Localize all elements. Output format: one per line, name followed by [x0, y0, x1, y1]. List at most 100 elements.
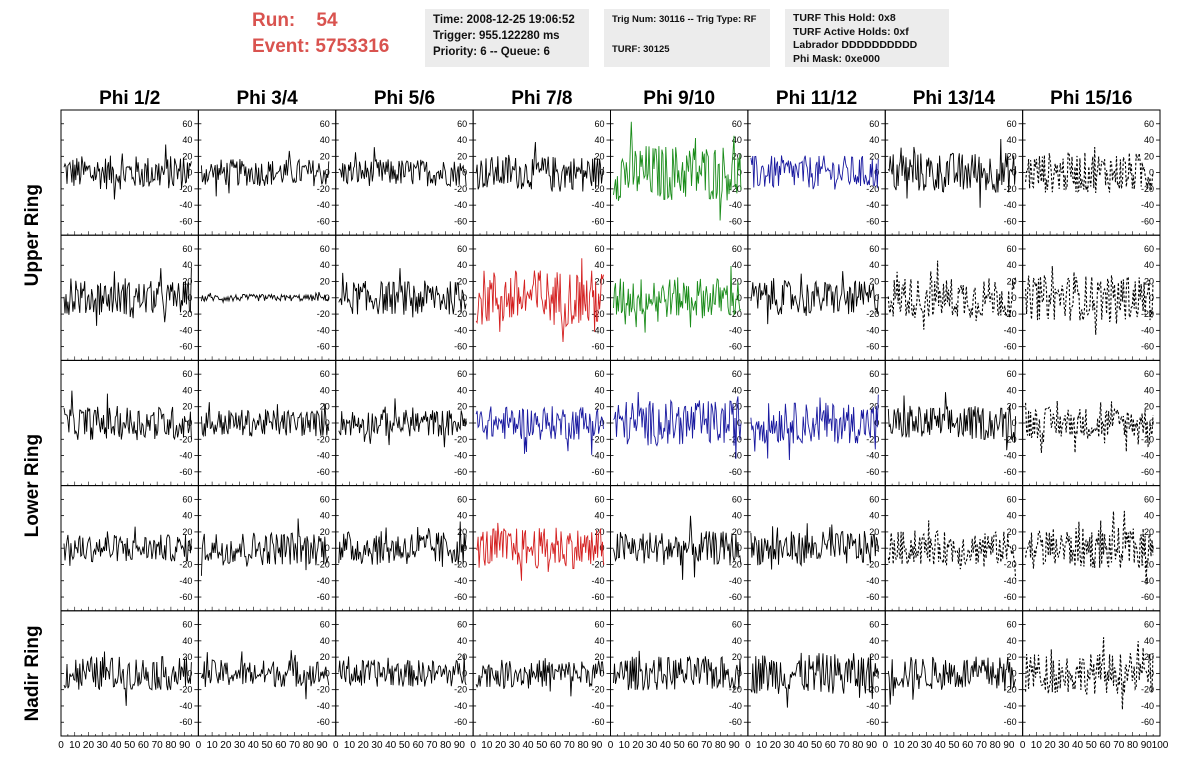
y-tick-label: 0 [1149, 168, 1154, 178]
y-tick-label: -20 [866, 184, 879, 194]
waveform-trace [887, 138, 1017, 208]
y-tick-label: -60 [1141, 717, 1154, 727]
y-tick-label: -60 [317, 467, 330, 477]
y-tick-label: 40 [1144, 385, 1154, 395]
y-tick-label: 20 [1007, 652, 1017, 662]
waveform-trace [750, 523, 879, 570]
x-tick-label: 70 [976, 740, 988, 751]
column-title: Phi 13/14 [913, 88, 996, 109]
event-value: 5753316 [315, 36, 390, 57]
x-tick-label: 50 [674, 740, 686, 751]
y-tick-label: 20 [457, 652, 467, 662]
waveform-trace [338, 654, 467, 687]
y-tick-label: -60 [866, 717, 879, 727]
column-title: Phi 3/4 [236, 88, 298, 109]
y-tick-label: 0 [325, 168, 330, 178]
y-tick-label: 0 [187, 293, 192, 303]
x-tick-label: 20 [632, 740, 644, 751]
y-tick-label: -20 [179, 685, 192, 695]
y-tick-label: 20 [1144, 277, 1154, 287]
y-tick-label: 20 [869, 527, 879, 537]
x-tick-label: 0 [470, 740, 476, 751]
y-tick-label: 20 [594, 402, 604, 412]
y-tick-label: 40 [457, 511, 467, 521]
x-tick-label: 70 [1113, 740, 1125, 751]
y-tick-label: -20 [1141, 434, 1154, 444]
x-tick-label: 0 [333, 740, 339, 751]
y-tick-label: 0 [1149, 543, 1154, 553]
y-tick-label: -40 [1141, 325, 1154, 335]
y-tick-label: 20 [1144, 527, 1154, 537]
y-tick-label: -40 [179, 451, 192, 461]
waveform-trace [338, 268, 467, 318]
labrador-line: Labrador DDDDDDDDDD [793, 39, 918, 51]
column-title: Phi 9/10 [643, 88, 715, 109]
y-tick-label: -20 [454, 559, 467, 569]
y-tick-label: 0 [1012, 668, 1017, 678]
run-value: 54 [316, 10, 338, 31]
x-tick-label: 100 [1152, 740, 1169, 751]
y-tick-label: 60 [457, 119, 467, 129]
x-tick-label: 50 [399, 740, 411, 751]
y-tick-label: 60 [732, 494, 742, 504]
y-tick-label: -20 [729, 685, 742, 695]
y-tick-label: -40 [317, 200, 330, 210]
y-tick-label: 40 [594, 385, 604, 395]
y-tick-label: -60 [591, 342, 604, 352]
y-tick-label: 20 [869, 652, 879, 662]
y-tick-label: -40 [454, 325, 467, 335]
x-tick-label: 50 [262, 740, 274, 751]
x-tick-label: 60 [138, 740, 150, 751]
y-tick-label: 60 [182, 494, 192, 504]
y-tick-label: 20 [732, 652, 742, 662]
y-tick-label: -60 [179, 717, 192, 727]
y-tick-label: 0 [737, 168, 742, 178]
y-tick-label: 0 [599, 293, 604, 303]
x-tick-label: 90 [1003, 740, 1015, 751]
y-tick-label: 0 [462, 293, 467, 303]
column-title: Phi 11/12 [776, 88, 857, 109]
y-tick-label: 40 [732, 260, 742, 270]
y-tick-label: -40 [729, 576, 742, 586]
x-tick-label: 0 [608, 740, 614, 751]
x-tick-label: 50 [536, 740, 548, 751]
x-tick-label: 20 [907, 740, 919, 751]
y-tick-label: -60 [179, 592, 192, 602]
y-tick-label: -20 [317, 559, 330, 569]
y-tick-label: 60 [320, 119, 330, 129]
y-tick-label: -20 [1141, 184, 1154, 194]
y-tick-label: 40 [732, 385, 742, 395]
waveform-trace [338, 147, 467, 188]
x-tick-label: 0 [745, 740, 751, 751]
y-tick-label: 40 [182, 135, 192, 145]
waveform-trace [613, 515, 742, 580]
x-tick-label: 40 [385, 740, 397, 751]
y-tick-label: 60 [320, 620, 330, 630]
y-tick-label: 40 [869, 385, 879, 395]
waveform-trace [475, 658, 604, 697]
x-tick-label: 10 [619, 740, 631, 751]
y-tick-label: -60 [1141, 342, 1154, 352]
y-tick-label: 0 [874, 293, 879, 303]
x-tick-label: 20 [770, 740, 782, 751]
x-tick-label: 70 [426, 740, 438, 751]
y-tick-label: -60 [454, 342, 467, 352]
row-title: Nadir Ring [22, 625, 43, 721]
x-tick-label: 70 [152, 740, 164, 751]
waveform-trace [887, 392, 1017, 451]
x-tick-label: 20 [83, 740, 95, 751]
y-tick-label: -20 [866, 559, 879, 569]
waveform-trace [1025, 146, 1154, 194]
y-tick-label: -40 [179, 701, 192, 711]
x-tick-label: 90 [866, 740, 878, 751]
waveform-trace [338, 398, 467, 448]
waveform-trace [1025, 400, 1154, 453]
y-tick-label: -40 [1004, 576, 1017, 586]
waveform-trace [887, 260, 1017, 330]
y-tick-label: 40 [1007, 511, 1017, 521]
y-tick-label: 60 [182, 369, 192, 379]
x-tick-label: 70 [701, 740, 713, 751]
row-title: Lower Ring [22, 434, 43, 537]
y-tick-label: 40 [182, 636, 192, 646]
y-tick-label: -20 [1004, 434, 1017, 444]
